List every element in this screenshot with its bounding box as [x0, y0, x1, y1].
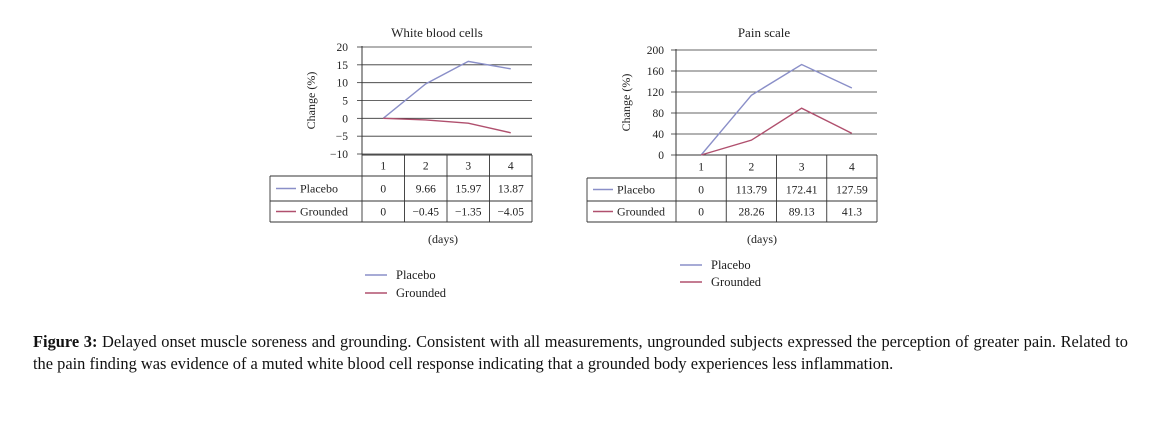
x-tick-label: 4 — [508, 161, 514, 173]
data-label: −0.45 — [412, 207, 439, 219]
legend-label-grounded: Grounded — [711, 275, 762, 289]
data-label: 127.59 — [836, 185, 868, 197]
chart-title-2: Pain scale — [738, 25, 791, 40]
caption-text: Delayed onset muscle soreness and ground… — [33, 332, 1129, 373]
table-row-label-placebo: Placebo — [300, 182, 338, 196]
chart-title-1: White blood cells — [391, 25, 483, 40]
series-line-placebo — [700, 63, 853, 156]
data-label: 0 — [698, 185, 704, 197]
data-label: 28.26 — [738, 207, 764, 219]
y-tick-label: 20 — [337, 42, 349, 54]
y-tick-label: −10 — [330, 149, 348, 161]
y-tick-label: 40 — [653, 129, 665, 141]
y-tick-label: 160 — [647, 66, 665, 78]
y-tick-label: 80 — [653, 108, 665, 120]
data-label: 113.79 — [736, 185, 767, 197]
x-tick-label: 3 — [465, 161, 471, 173]
x-tick-label: 2 — [423, 161, 429, 173]
data-label: 15.97 — [455, 184, 481, 196]
data-label: 41.3 — [842, 207, 862, 219]
legend-label-placebo: Placebo — [396, 268, 436, 282]
y-axis-label-2: Change (%) — [619, 74, 633, 132]
data-label: 0 — [698, 207, 704, 219]
figure-caption: Figure 3: Delayed onset muscle soreness … — [33, 331, 1128, 374]
legend-label-placebo: Placebo — [711, 258, 751, 272]
y-tick-label: 200 — [647, 45, 665, 57]
y-tick-label: −5 — [336, 131, 348, 143]
table-row-label-grounded: Grounded — [617, 205, 665, 219]
data-label: −1.35 — [455, 207, 482, 219]
y-tick-label: 5 — [342, 96, 348, 108]
data-label: 89.13 — [789, 207, 815, 219]
x-tick-label: 1 — [698, 162, 704, 174]
table-row-label-placebo: Placebo — [617, 183, 655, 197]
x-tick-label: 1 — [380, 161, 386, 173]
x-tick-label: 2 — [749, 162, 755, 174]
x-tick-label: 4 — [849, 162, 855, 174]
y-tick-label: 120 — [647, 87, 665, 99]
legend-label-grounded: Grounded — [396, 286, 447, 300]
data-label: 0 — [380, 184, 386, 196]
y-tick-label: 0 — [658, 150, 664, 162]
x-axis-label-2: (days) — [747, 232, 777, 246]
series-line-placebo — [382, 60, 511, 119]
data-label: 9.66 — [416, 184, 436, 196]
table-row-label-grounded: Grounded — [300, 205, 348, 219]
data-label: 13.87 — [498, 184, 524, 196]
y-axis-label-1: Change (%) — [304, 72, 318, 130]
y-tick-label: 0 — [342, 113, 348, 125]
data-label: −4.05 — [497, 207, 524, 219]
data-label: 172.41 — [786, 185, 818, 197]
x-axis-label-1: (days) — [428, 232, 458, 246]
x-tick-label: 3 — [799, 162, 805, 174]
data-label: 0 — [380, 207, 386, 219]
y-tick-label: 10 — [337, 78, 349, 90]
y-tick-label: 15 — [337, 60, 349, 72]
caption-label: Figure 3: — [33, 332, 98, 351]
series-line-grounded — [700, 107, 853, 156]
series-line-grounded — [383, 117, 511, 134]
